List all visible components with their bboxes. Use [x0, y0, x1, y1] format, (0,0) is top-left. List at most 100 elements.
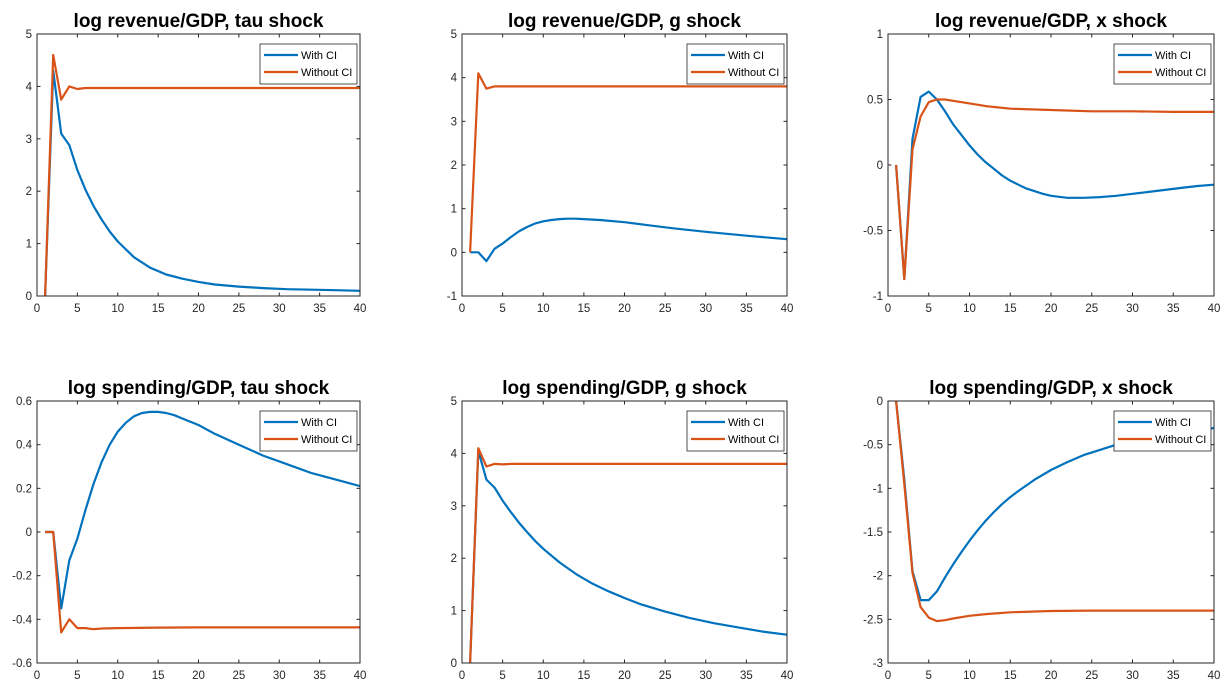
y-tick-label: 1 [877, 29, 883, 41]
y-tick-label: 0 [26, 291, 32, 303]
series-line-without-ci [469, 447, 787, 663]
x-tick-label: 30 [273, 670, 286, 682]
y-tick-label: -2.5 [863, 614, 883, 626]
y-tick-label: 3 [26, 134, 32, 146]
y-tick-label: 3 [451, 116, 457, 128]
x-tick-label: 5 [499, 670, 505, 682]
legend-label: Without CI [728, 67, 779, 79]
x-tick-label: 0 [885, 303, 891, 315]
legend-label: Without CI [1155, 434, 1206, 446]
x-tick-label: 25 [659, 670, 672, 682]
x-tick-label: 10 [537, 303, 550, 315]
y-tick-label: 0 [451, 247, 457, 259]
x-tick-label: 5 [499, 303, 505, 315]
chart-title: log revenue/GDP, x shock [935, 11, 1167, 32]
x-tick-label: 25 [1085, 303, 1098, 315]
x-tick-label: 30 [699, 670, 712, 682]
legend: With CI Without CI [686, 43, 785, 85]
x-tick-label: 0 [885, 670, 891, 682]
series-line-without-ci [469, 72, 787, 253]
x-tick-label: 5 [926, 303, 932, 315]
x-tick-label: 20 [618, 670, 631, 682]
y-tick-label: 5 [26, 29, 32, 41]
y-tick-label: -3 [873, 658, 883, 670]
series-line-with-ci [470, 217, 787, 263]
y-tick-label: 0 [877, 396, 883, 408]
chart-title: log spending/GDP, g shock [502, 378, 747, 399]
x-tick-label: 30 [1126, 670, 1139, 682]
legend-label: With CI [1155, 417, 1191, 429]
y-tick-label: 0 [26, 527, 32, 539]
chart-panel-1: 0 5 10 15 20 25 30 35 40 0 1 2 3 4 5 log revenue/GDP, t… [26, 11, 367, 315]
x-tick-label: 30 [273, 303, 286, 315]
legend-box [686, 43, 785, 85]
y-tick-label: 4 [451, 73, 458, 85]
y-tick-label: 3 [451, 501, 457, 513]
x-tick-label: 15 [1004, 670, 1017, 682]
x-tick-label: 35 [740, 303, 753, 315]
y-tick-label: 2 [451, 160, 457, 172]
x-tick-label: 25 [232, 670, 245, 682]
series-line-with-ci [469, 449, 787, 663]
y-tick-label: 2 [26, 186, 32, 198]
series-line-with-ci [45, 410, 360, 610]
y-tick-label: -0.2 [12, 571, 32, 583]
legend-box [259, 43, 358, 85]
y-tick-label: -0.5 [863, 226, 883, 238]
x-tick-label: 35 [740, 670, 753, 682]
x-tick-label: 20 [1045, 670, 1058, 682]
legend-label: With CI [301, 417, 337, 429]
y-tick-label: 1 [451, 204, 457, 216]
x-tick-label: 40 [1208, 303, 1221, 315]
chart-title: log spending/GDP, tau shock [68, 378, 330, 399]
x-tick-label: 15 [1004, 303, 1017, 315]
x-tick-label: 30 [699, 303, 712, 315]
x-tick-label: 40 [781, 670, 794, 682]
y-tick-label: -1 [873, 291, 883, 303]
x-tick-label: 10 [963, 303, 976, 315]
x-tick-label: 20 [192, 303, 205, 315]
legend-label: With CI [728, 417, 764, 429]
y-tick-label: 5 [451, 396, 457, 408]
x-tick-label: 40 [781, 303, 794, 315]
legend: With CI Without CI [259, 410, 358, 452]
legend-label: Without CI [728, 434, 779, 446]
legend-label: With CI [1155, 50, 1191, 62]
y-tick-label: -0.6 [12, 658, 32, 670]
legend-box [686, 410, 785, 452]
x-tick-label: 0 [34, 303, 40, 315]
x-tick-label: 0 [34, 670, 40, 682]
x-tick-label: 30 [1126, 303, 1139, 315]
chart-panel-5: 0 5 10 15 20 25 30 35 40 0 1 2 3 4 5 log spending/GDP, … [451, 378, 794, 682]
x-tick-label: 35 [313, 303, 326, 315]
series-line-with-ci [895, 90, 1214, 281]
legend-label: With CI [301, 50, 337, 62]
chart-title: log revenue/GDP, g shock [508, 11, 741, 32]
legend: With CI Without CI [686, 410, 785, 452]
y-tick-label: 5 [451, 29, 457, 41]
x-tick-label: 25 [1085, 670, 1098, 682]
legend-label: Without CI [301, 67, 352, 79]
x-tick-label: 25 [659, 303, 672, 315]
legend-box [259, 410, 358, 452]
legend-label: With CI [728, 50, 764, 62]
series-line-without-ci [895, 98, 1214, 281]
series-line-with-ci [44, 69, 360, 296]
y-tick-label: -1.5 [863, 527, 883, 539]
x-tick-label: 10 [537, 670, 550, 682]
x-tick-label: 35 [313, 670, 326, 682]
x-tick-label: 20 [1045, 303, 1058, 315]
x-tick-label: 5 [74, 303, 80, 315]
series-line-without-ci [44, 53, 360, 296]
x-tick-label: 5 [926, 670, 932, 682]
x-tick-label: 10 [111, 670, 124, 682]
x-tick-label: 0 [459, 670, 465, 682]
y-tick-label: 0.6 [16, 396, 32, 408]
y-tick-label: -0.5 [863, 440, 883, 452]
x-tick-label: 10 [963, 670, 976, 682]
x-tick-label: 35 [1167, 303, 1180, 315]
y-tick-label: 2 [451, 553, 457, 565]
x-tick-label: 35 [1167, 670, 1180, 682]
